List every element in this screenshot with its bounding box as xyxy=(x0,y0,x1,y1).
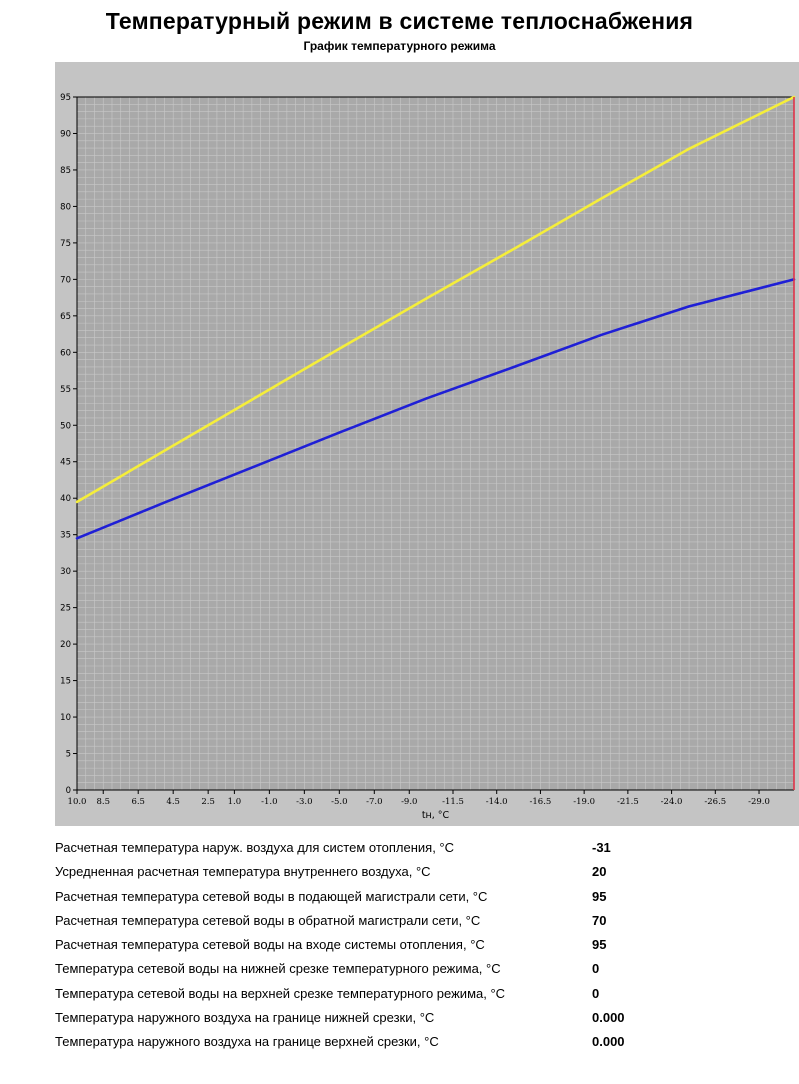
parameter-label: Расчетная температура сетевой воды в обр… xyxy=(55,912,481,928)
parameter-row: Усредненная расчетная температура внутре… xyxy=(55,860,755,884)
series-line-0 xyxy=(75,95,796,504)
parameter-row: Температура наружного воздуха на границе… xyxy=(55,1006,755,1030)
y-tick-label: 10 xyxy=(60,713,71,723)
y-tick-label: 20 xyxy=(60,640,71,650)
x-tick-label: -24.0 xyxy=(661,797,683,807)
y-tick-label: 90 xyxy=(60,129,71,139)
parameter-label: Температура наружного воздуха на границе… xyxy=(55,1034,439,1050)
y-tick-label: 95 xyxy=(60,93,71,103)
parameter-row: Расчетная температура сетевой воды в обр… xyxy=(55,909,755,933)
x-axis-label: tн, °C xyxy=(422,810,450,821)
y-tick-label: 45 xyxy=(60,458,71,468)
x-tick-label: -3.0 xyxy=(296,797,312,807)
parameter-row: Температура сетевой воды на нижней срезк… xyxy=(55,957,755,981)
x-tick-label: 4.5 xyxy=(166,797,180,807)
parameter-row: Температура сетевой воды на верхней срез… xyxy=(55,982,755,1006)
parameter-row: Расчетная температура сетевой воды в под… xyxy=(55,885,755,909)
temperature-chart: 0 5 10 15 20 25 30 35 40 45 50 55 60 65 70 75 80 85 90 95 10… xyxy=(55,62,799,826)
parameter-label: Усредненная расчетная температура внутре… xyxy=(55,864,431,880)
y-tick-label: 70 xyxy=(60,275,71,285)
parameter-value: 0.000 xyxy=(592,1010,625,1026)
y-tick-label: 75 xyxy=(60,239,71,249)
y-tick-label: 30 xyxy=(60,567,71,577)
parameter-label: Расчетная температура сетевой воды в под… xyxy=(55,888,488,904)
parameter-label: Расчетная температура сетевой воды на вх… xyxy=(55,937,485,953)
y-tick-label: 40 xyxy=(60,494,71,504)
x-tick-label: -5.0 xyxy=(331,797,347,807)
y-tick-label: 55 xyxy=(60,385,71,395)
y-tick-label: 50 xyxy=(60,421,71,431)
temperature-chart-svg: 0 5 10 15 20 25 30 35 40 45 50 55 60 65 70 75 80 85 90 95 10… xyxy=(55,62,799,826)
x-tick-label: -14.0 xyxy=(486,797,508,807)
parameter-row: Расчетная температура сетевой воды на вх… xyxy=(55,933,755,957)
y-tick-label: 80 xyxy=(60,202,71,212)
parameter-row: Расчетная температура наруж. воздуха для… xyxy=(55,836,755,860)
x-tick-label: 1.0 xyxy=(228,797,242,807)
parameter-value: 0 xyxy=(592,961,600,977)
y-tick-label: 60 xyxy=(60,348,71,358)
y-tick-label: 5 xyxy=(66,750,71,760)
y-tick-label: 15 xyxy=(60,677,71,687)
x-tick-label: -9.0 xyxy=(401,797,417,807)
parameter-value: 95 xyxy=(592,937,607,953)
parameter-label: Температура наружного воздуха на границе… xyxy=(55,1010,435,1026)
page-title: Температурный режим в системе теплоснабж… xyxy=(105,8,694,34)
parameter-label: Расчетная температура наруж. воздуха для… xyxy=(55,840,455,855)
parameter-value: 95 xyxy=(592,888,607,904)
x-tick-label: -21.5 xyxy=(617,797,639,807)
x-tick-label: -26.5 xyxy=(704,797,726,807)
chart-title: График температурного режима xyxy=(303,39,496,53)
parameter-label: Температура сетевой воды на верхней срез… xyxy=(55,985,506,1001)
series-line-1 xyxy=(75,278,796,540)
x-tick-label: 2.5 xyxy=(201,797,215,807)
x-tick-label: 10.0 xyxy=(68,797,87,807)
y-tick-label: 0 xyxy=(66,786,71,796)
parameters-list: Расчетная температура наруж. воздуха для… xyxy=(55,836,755,1055)
y-tick-label: 65 xyxy=(60,312,71,322)
y-tick-label: 25 xyxy=(60,604,71,614)
parameter-value: 0.000 xyxy=(592,1034,625,1050)
y-tick-label: 35 xyxy=(60,531,71,541)
parameter-label: Температура сетевой воды на нижней срезк… xyxy=(55,961,501,977)
x-tick-label: -1.0 xyxy=(261,797,277,807)
x-tick-label: 6.5 xyxy=(131,797,145,807)
parameter-value: 20 xyxy=(592,864,607,880)
parameter-row: Температура наружного воздуха на границе… xyxy=(55,1030,755,1054)
parameter-value: 0 xyxy=(592,985,600,1001)
parameter-value: 70 xyxy=(592,912,607,928)
parameter-value: -31 xyxy=(592,840,611,855)
x-tick-label: -29.0 xyxy=(748,797,770,807)
x-tick-label: -7.0 xyxy=(366,797,382,807)
x-tick-label: -19.0 xyxy=(573,797,595,807)
x-tick-label: -16.5 xyxy=(530,797,552,807)
x-tick-label: 8.5 xyxy=(96,797,110,807)
y-tick-label: 85 xyxy=(60,166,71,176)
x-tick-label: -11.5 xyxy=(442,797,464,807)
